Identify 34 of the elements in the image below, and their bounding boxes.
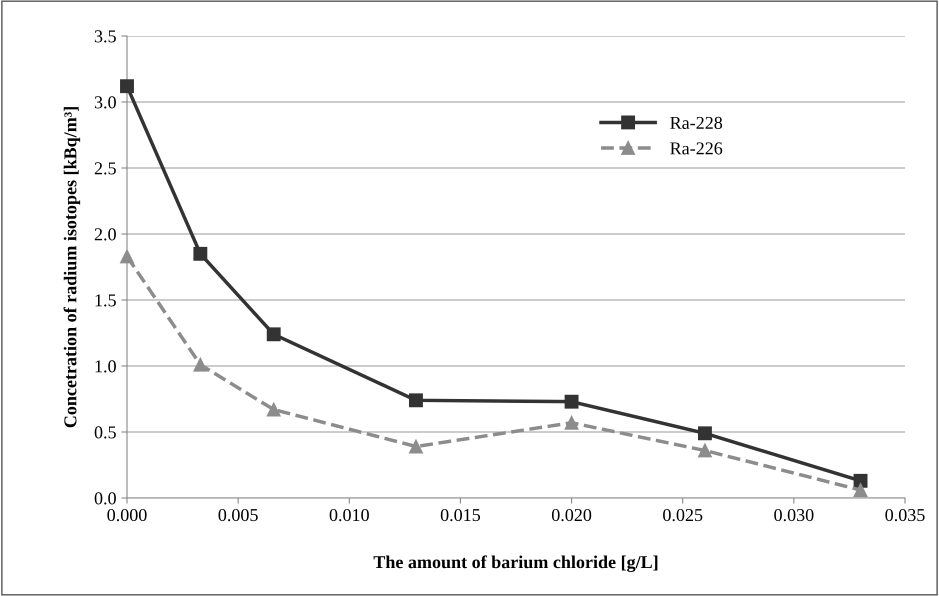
y-tick-label: 1.0 [96,360,116,373]
point [193,246,208,261]
y-tick-label: 1.5 [96,294,116,307]
legend-label: Ra-226 [670,142,722,154]
x-tick-label: 0.020 [552,508,592,522]
y-axis-title: Concetration of radium isotopes [kBq/m³] [64,107,80,428]
y-tick-label: 3.0 [94,96,116,109]
x-tick-label: 0.010 [330,508,369,522]
point [854,483,868,498]
x-tick-label: 0.005 [218,508,258,522]
x-tick-label: 0.000 [107,508,147,522]
point [854,474,868,488]
y-tick-label: 0.5 [94,426,116,439]
x-axis-title: The amount of barium chloride [g/L] [374,555,658,572]
point [698,444,712,458]
point [193,358,208,372]
x-tick-label: 0.015 [440,508,480,522]
legend-label: Ra-228 [670,116,722,129]
point [698,426,712,440]
point [266,402,281,417]
x-tick-label: 0.030 [774,508,814,522]
point [564,394,579,409]
x-tick-label: 0.025 [663,508,702,522]
y-tick-label: 2.0 [94,228,116,241]
point [564,416,579,430]
point [120,249,134,264]
y-tick-label: 3.5 [94,30,116,43]
point [409,393,423,408]
point [409,440,423,454]
point [120,79,134,94]
y-tick-label: 0.0 [94,492,116,505]
point [266,327,281,342]
x-tick-label: 0.035 [885,508,925,522]
y-tick-label: 2.5 [94,162,116,175]
